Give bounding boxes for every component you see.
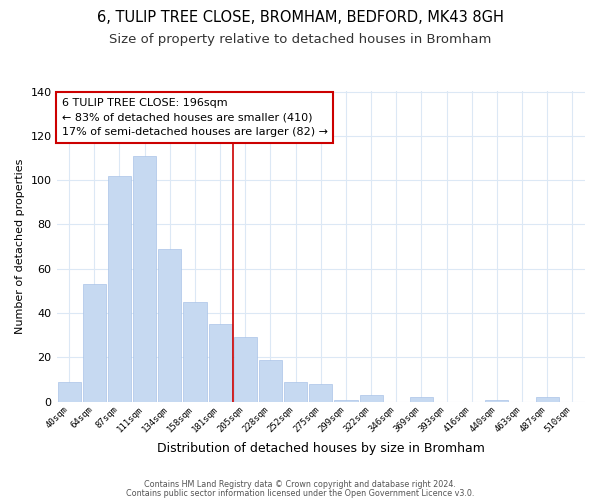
Bar (158, 249, 181, 402)
Bar (309, 384, 332, 402)
Text: 6, TULIP TREE CLOSE, BROMHAM, BEDFORD, MK43 8GH: 6, TULIP TREE CLOSE, BROMHAM, BEDFORD, M… (97, 10, 503, 25)
Bar (485, 400, 508, 402)
Bar (58, 382, 80, 402)
Text: 6 TULIP TREE CLOSE: 196sqm
← 83% of detached houses are smaller (410)
17% of sem: 6 TULIP TREE CLOSE: 196sqm ← 83% of deta… (62, 98, 328, 138)
Text: Size of property relative to detached houses in Bromham: Size of property relative to detached ho… (109, 32, 491, 46)
Bar (209, 324, 232, 402)
Bar (334, 400, 358, 402)
Bar (108, 176, 131, 402)
Text: Contains public sector information licensed under the Open Government Licence v3: Contains public sector information licen… (126, 488, 474, 498)
X-axis label: Distribution of detached houses by size in Bromham: Distribution of detached houses by size … (157, 442, 485, 455)
Bar (259, 360, 282, 402)
Bar (184, 302, 206, 402)
Bar (359, 395, 383, 402)
Text: Contains HM Land Registry data © Crown copyright and database right 2024.: Contains HM Land Registry data © Crown c… (144, 480, 456, 489)
Y-axis label: Number of detached properties: Number of detached properties (15, 159, 25, 334)
Bar (234, 338, 257, 402)
Bar (410, 398, 433, 402)
Bar (284, 382, 307, 402)
Bar (83, 284, 106, 402)
Bar (133, 156, 156, 402)
Bar (536, 398, 559, 402)
